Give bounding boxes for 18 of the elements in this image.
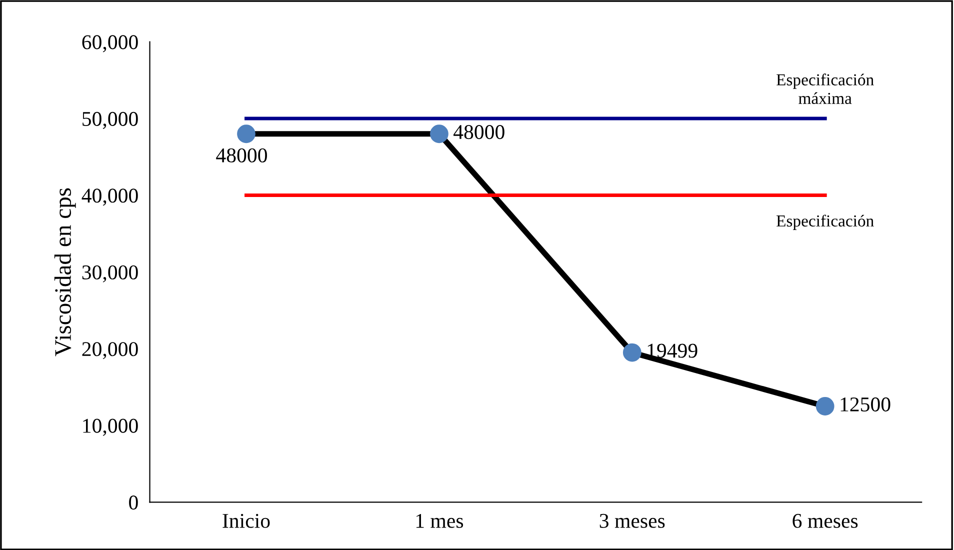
series-label: Especificación máxima: [776, 74, 874, 104]
data-label: 48000: [453, 125, 504, 140]
data-label: 48000: [216, 148, 267, 162]
x-tick-label: 6 meses: [792, 514, 858, 528]
y-axis-title: Viscosidad en cps: [54, 188, 76, 356]
data-label: 12500: [840, 397, 890, 412]
y-tick-label: 30,000: [82, 265, 138, 282]
y-tick-label: 10,000: [83, 418, 138, 436]
y-tick-label: 50,000: [82, 112, 138, 129]
x-tick-label: 1 mes: [416, 514, 464, 528]
y-tick-label: 0: [129, 496, 138, 510]
y-tick-label: 20,000: [82, 342, 138, 360]
x-tick-label: Inicio: [222, 514, 270, 528]
y-tick-label: 40,000: [82, 188, 138, 206]
series-label: Especificación: [776, 214, 874, 230]
y-tick-label: 60,000: [82, 35, 138, 52]
x-tick-label: 3 meses: [600, 514, 665, 528]
data-label: 19499: [648, 344, 698, 358]
